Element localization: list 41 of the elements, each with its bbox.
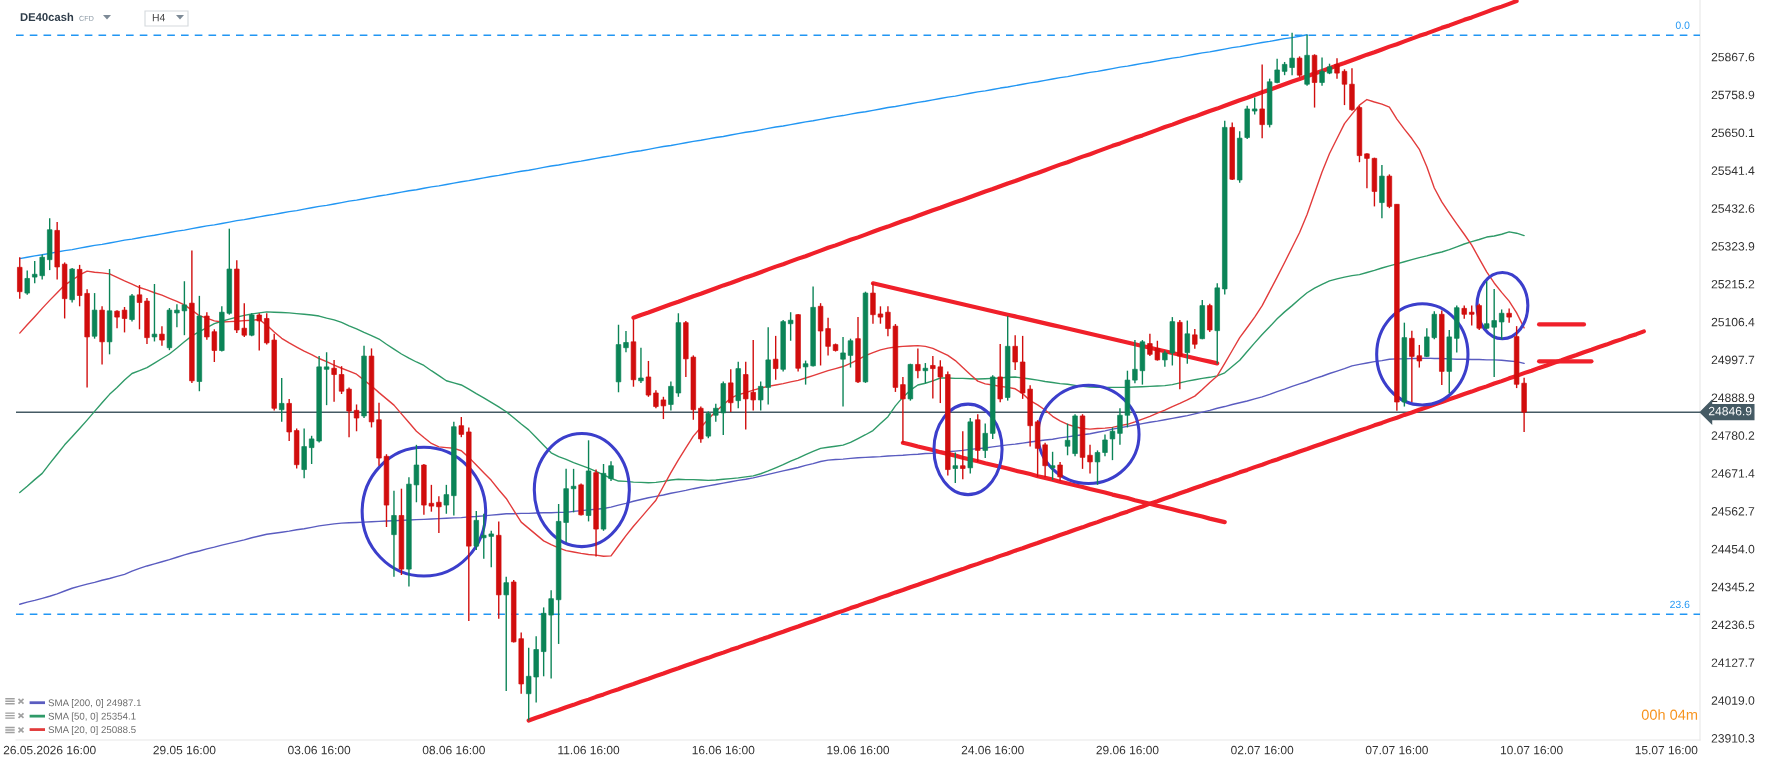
x-tick-label: 03.06 16:00 <box>288 745 351 755</box>
x-tick-label: 19.06 16:00 <box>827 745 890 755</box>
y-tick-label: 25106.4 <box>1711 317 1755 327</box>
legend-label: SMA [200, 0] 24987.1 <box>48 699 142 709</box>
x-tick-label: 26.05.2026 16:00 <box>3 745 96 755</box>
x-tick-label: 16.06 16:00 <box>692 745 755 755</box>
y-tick-label: 25758.9 <box>1711 90 1755 100</box>
annotation: H4 <box>152 14 166 22</box>
annotation: 0.0 <box>1675 21 1690 29</box>
x-tick-label: 08.06 16:00 <box>422 745 485 755</box>
annotation: 23.6 <box>1670 600 1690 609</box>
y-tick-label: 25323.9 <box>1711 242 1755 251</box>
x-tick-label: 07.07 16:00 <box>1365 745 1428 755</box>
annotation: 00h 04m <box>1641 709 1698 720</box>
y-tick-label: 25215.2 <box>1711 279 1755 289</box>
y-tick-label: 24671.4 <box>1711 469 1755 478</box>
legend-label: SMA [20, 0] 25088.5 <box>48 725 136 735</box>
y-tick-label: 25541.4 <box>1711 166 1755 175</box>
y-tick-label: 25650.1 <box>1711 128 1755 138</box>
y-tick-label: 24127.7 <box>1711 658 1755 667</box>
x-tick-label: 24.06 16:00 <box>961 745 1024 755</box>
x-tick-label: 11.06 16:00 <box>558 745 620 755</box>
y-tick-label: 25867.6 <box>1711 52 1755 62</box>
x-tick-label: 29.06 16:00 <box>1096 745 1159 755</box>
text: DE40cash <box>20 12 74 22</box>
y-tick-label: 24888.9 <box>1711 393 1755 403</box>
x-tick-label: 15.07 16:00 <box>1635 745 1698 755</box>
y-tick-label: 24562.7 <box>1711 507 1755 516</box>
y-tick-label: 24780.2 <box>1711 431 1755 440</box>
x-tick-label: 10.07 16:00 <box>1500 745 1563 755</box>
x-tick-label: 29.05 16:00 <box>153 745 216 755</box>
y-tick-label: 24236.5 <box>1711 620 1755 630</box>
legend-label: SMA [50, 0] 25354.1 <box>48 712 136 722</box>
x-tick-label: 02.07 16:00 <box>1231 745 1294 755</box>
ref-line-label: 24846.9 <box>1708 406 1752 416</box>
y-tick-label: 24019.0 <box>1711 696 1755 705</box>
y-tick-label: 24454.0 <box>1711 544 1755 554</box>
y-tick-label: 25432.6 <box>1711 204 1755 213</box>
y-tick-label: 24997.7 <box>1711 355 1755 365</box>
y-tick-label: 24345.2 <box>1711 582 1755 592</box>
y-tick-label: 23910.3 <box>1711 734 1755 743</box>
